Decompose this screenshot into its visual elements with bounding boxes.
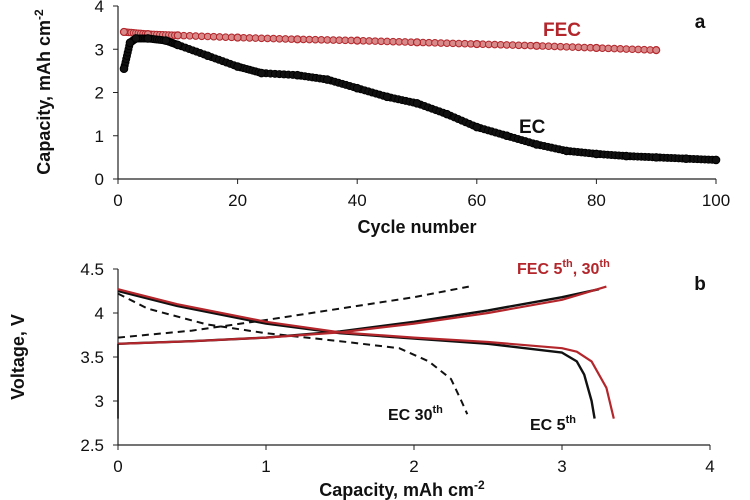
ec30-base: EC 30 — [388, 407, 433, 424]
ec-point — [651, 153, 661, 162]
x-tick-label: 80 — [587, 191, 606, 210]
ec-point — [293, 70, 302, 80]
fec-point — [412, 38, 422, 47]
x-tick-label: 3 — [557, 457, 566, 476]
fec-series-label: FEC — [543, 20, 581, 41]
ec-point — [592, 149, 601, 159]
panel-a-marks — [119, 27, 721, 165]
y-tick-label: 1 — [95, 127, 104, 146]
ec-point — [681, 154, 691, 163]
fec-cycles-base: FEC 5 — [517, 261, 562, 278]
y-tick-label: 4 — [95, 304, 104, 323]
fec-point — [472, 39, 481, 49]
ec-point — [622, 151, 631, 161]
ec-point — [562, 146, 571, 156]
fec-cycles-sup1: th — [562, 258, 573, 270]
fec-charge-line — [117, 285, 607, 345]
panel-a-y-title: Capacity, mAh cm-2 — [32, 9, 54, 175]
ec-point — [352, 83, 362, 93]
ec30-discharge-line — [117, 292, 469, 415]
panel-a-y-title-base: Capacity, mAh cm — [34, 20, 54, 175]
y-tick-label: 3 — [95, 392, 104, 411]
y-tick-label: 3 — [95, 40, 104, 59]
ec5-sup: th — [566, 414, 577, 426]
fec-discharge-line — [117, 288, 615, 419]
panel-b-label: b — [694, 274, 706, 295]
fec-point — [119, 27, 129, 37]
fec-point — [293, 35, 302, 44]
ec-series-label: EC — [519, 117, 546, 138]
x-tick-label: 1 — [261, 457, 270, 476]
fec-point — [353, 36, 362, 45]
ec-point — [203, 51, 212, 61]
ec-point — [502, 131, 512, 141]
ec-point — [711, 155, 721, 165]
ec-point — [323, 75, 332, 84]
ec-point — [257, 68, 266, 78]
ec5-discharge-line — [117, 289, 596, 419]
y-tick-label: 2 — [95, 84, 104, 103]
x-tick-label: 0 — [113, 457, 122, 476]
x-tick-label: 4 — [705, 457, 714, 476]
panel-b-x-title-base: Capacity, mAh cm — [319, 480, 474, 500]
ec-point — [131, 34, 141, 43]
panel-a-label: a — [695, 12, 706, 33]
panel-a-x-title: Cycle number — [357, 217, 476, 237]
x-tick-label: 0 — [113, 191, 122, 210]
fec-point — [532, 41, 541, 50]
fec-cycles-sup2: th — [599, 258, 610, 270]
ec-point — [472, 122, 482, 132]
panel-b: 0 1 2 3 42.533.544.5 b FEC 5th, 30th EC 30th… — [8, 258, 715, 500]
y-tick-label: 4 — [95, 0, 104, 16]
y-tick-label: 0 — [95, 170, 104, 189]
y-tick-label: 3.5 — [80, 348, 104, 367]
x-tick-label: 2 — [409, 457, 418, 476]
panel-b-x-title-sup: -2 — [474, 478, 485, 492]
fec-point — [652, 46, 661, 55]
fec-cycles-mid: , 30 — [573, 261, 600, 278]
ec-point — [412, 99, 422, 108]
panel-a-y-title-sup: -2 — [32, 9, 46, 20]
ec-point — [233, 62, 242, 71]
ec-point — [143, 34, 153, 43]
fec-point — [592, 43, 601, 53]
ec-point — [125, 38, 135, 48]
x-tick-label: 60 — [467, 191, 486, 210]
ec-point — [532, 140, 541, 149]
x-tick-label: 40 — [348, 191, 367, 210]
panel-a-ticks: 0 20 40 60 80 100 0 1 2 3 4 — [95, 0, 731, 210]
ec-point — [161, 36, 171, 45]
panel-b-y-title: Voltage, V — [8, 314, 28, 400]
ec30-annotation: EC 30th — [388, 404, 443, 424]
ec-point — [442, 109, 452, 119]
y-tick-label: 4.5 — [80, 260, 104, 279]
ec30-charge-line — [117, 285, 469, 339]
x-tick-label: 20 — [228, 191, 247, 210]
panel-b-ticks: 0 1 2 3 4 2.5 3 3.5 4 4.5 — [80, 260, 714, 476]
fec-point — [233, 33, 242, 42]
ec5-base: EC 5 — [530, 417, 566, 434]
fec-point — [173, 31, 182, 40]
y-tick-label: 2.5 — [80, 436, 104, 455]
ec-point — [119, 64, 129, 74]
ec-point — [173, 40, 183, 50]
ec5-annotation: EC 5th — [530, 414, 576, 434]
x-tick-label: 100 — [702, 191, 730, 210]
ec-point — [382, 92, 392, 102]
fec-cycles-annotation: FEC 5th, 30th — [517, 258, 610, 278]
panel-b-x-title: Capacity, mAh cm-2 — [319, 478, 485, 500]
ec30-sup: th — [432, 404, 443, 416]
panel-b-marks — [117, 285, 615, 419]
